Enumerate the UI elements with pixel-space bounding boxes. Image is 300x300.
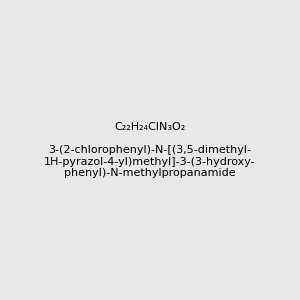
Text: C₂₂H₂₄ClN₃O₂

3-(2-chlorophenyl)-N-[(3,5-dimethyl-
1H-pyrazol-4-yl)methyl]-3-(3-: C₂₂H₂₄ClN₃O₂ 3-(2-chlorophenyl)-N-[(3,5-… bbox=[44, 122, 256, 178]
